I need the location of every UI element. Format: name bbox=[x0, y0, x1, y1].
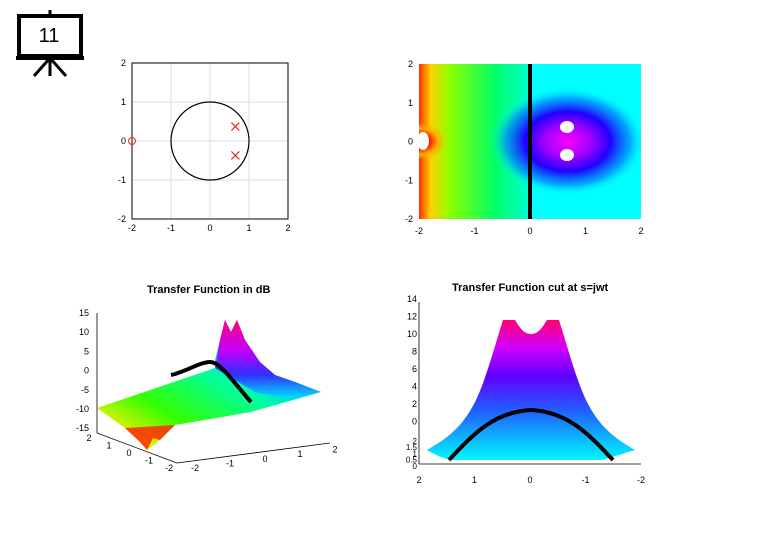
y-tick-label: 1 bbox=[408, 98, 413, 108]
x-tick-label: 2 bbox=[332, 445, 337, 455]
y-tick-label: -2 bbox=[165, 463, 173, 473]
y-tick-label: 0 bbox=[121, 136, 126, 146]
x-tick-label: 1 bbox=[583, 226, 588, 236]
y-tick-label: 2 bbox=[121, 58, 126, 68]
x-tick-label: -2 bbox=[415, 226, 423, 236]
z-tick-label-small: 1 bbox=[413, 449, 418, 458]
x-tick-label: 0 bbox=[527, 226, 532, 236]
z-tick-label-small: 1.5 bbox=[406, 443, 418, 452]
z-tick-label: 12 bbox=[407, 312, 417, 322]
y-tick-label: 1 bbox=[106, 441, 111, 451]
z-tick-label: 8 bbox=[412, 347, 417, 357]
z-tick-label: 2 bbox=[412, 399, 417, 409]
z-tick-label-small: 0.5 bbox=[406, 456, 418, 465]
z-tick-label: 15 bbox=[79, 308, 89, 318]
y-tick-label: 1 bbox=[121, 97, 126, 107]
unit-circle bbox=[170, 101, 250, 181]
z-tick-label: -5 bbox=[81, 385, 89, 395]
x-tick-label: 1 bbox=[297, 449, 302, 459]
z-tick-label-small: 2 bbox=[413, 437, 418, 446]
y-tick-label: -2 bbox=[118, 214, 126, 224]
slide-number: 11 bbox=[38, 25, 60, 47]
x-tick-label: -1 bbox=[470, 226, 478, 236]
y-tick-label: 2 bbox=[86, 433, 91, 443]
y-tick-label: 0 bbox=[126, 448, 131, 458]
z-tick-label: 14 bbox=[407, 294, 417, 304]
surface-db-title: Transfer Function in dB bbox=[147, 284, 271, 296]
x-tick-label: 0 bbox=[262, 454, 267, 464]
x-tick-label: -1 bbox=[226, 458, 234, 468]
z-tick-label: 0 bbox=[412, 417, 417, 427]
z-tick-label: -10 bbox=[76, 404, 89, 414]
x-tick-label: 0 bbox=[527, 475, 532, 485]
x-tick-label: 2 bbox=[638, 226, 643, 236]
x-tick-label: 1 bbox=[472, 475, 477, 485]
x-tick-label: -1 bbox=[167, 223, 175, 233]
phase-plot: -2 -1 0 1 2 2 1 0 -1 -2 bbox=[405, 59, 644, 236]
y-tick-label: -1 bbox=[405, 175, 413, 185]
z-tick-label: -15 bbox=[76, 423, 89, 433]
x-tick-label: 1 bbox=[246, 223, 251, 233]
z-tick-label: 0 bbox=[84, 366, 89, 376]
y-tick-label: -1 bbox=[118, 175, 126, 185]
z-tick-label-small: 0 bbox=[413, 462, 418, 471]
x-tick-label: -2 bbox=[191, 463, 199, 473]
y-tick-label: 0 bbox=[408, 137, 413, 147]
pole-marker bbox=[230, 122, 240, 131]
pole-zero-plot: -2 -1 0 1 2 2 1 0 -1 -2 bbox=[118, 58, 291, 233]
zero-marker bbox=[128, 137, 136, 145]
x-tick-label: -2 bbox=[637, 475, 645, 485]
surface-cut-title: Transfer Function cut at s=jwt bbox=[452, 282, 609, 294]
z-tick-label: 5 bbox=[84, 346, 89, 356]
z-tick-label: 10 bbox=[407, 329, 417, 339]
x-tick-label: 0 bbox=[207, 223, 212, 233]
x-tick-label: 2 bbox=[285, 223, 290, 233]
pole-marker bbox=[230, 151, 240, 160]
slide-number-icon: 11 bbox=[14, 10, 84, 78]
x-tick-label: 2 bbox=[416, 475, 421, 485]
x-tick-label: -1 bbox=[581, 475, 589, 485]
z-tick-label: 10 bbox=[79, 327, 89, 337]
x-tick-label: -2 bbox=[128, 223, 136, 233]
z-tick-label: 4 bbox=[412, 382, 417, 392]
y-tick-label: 2 bbox=[408, 59, 413, 69]
z-tick-label: 6 bbox=[412, 364, 417, 374]
y-tick-label: -1 bbox=[145, 456, 153, 466]
y-tick-label: -2 bbox=[405, 214, 413, 224]
